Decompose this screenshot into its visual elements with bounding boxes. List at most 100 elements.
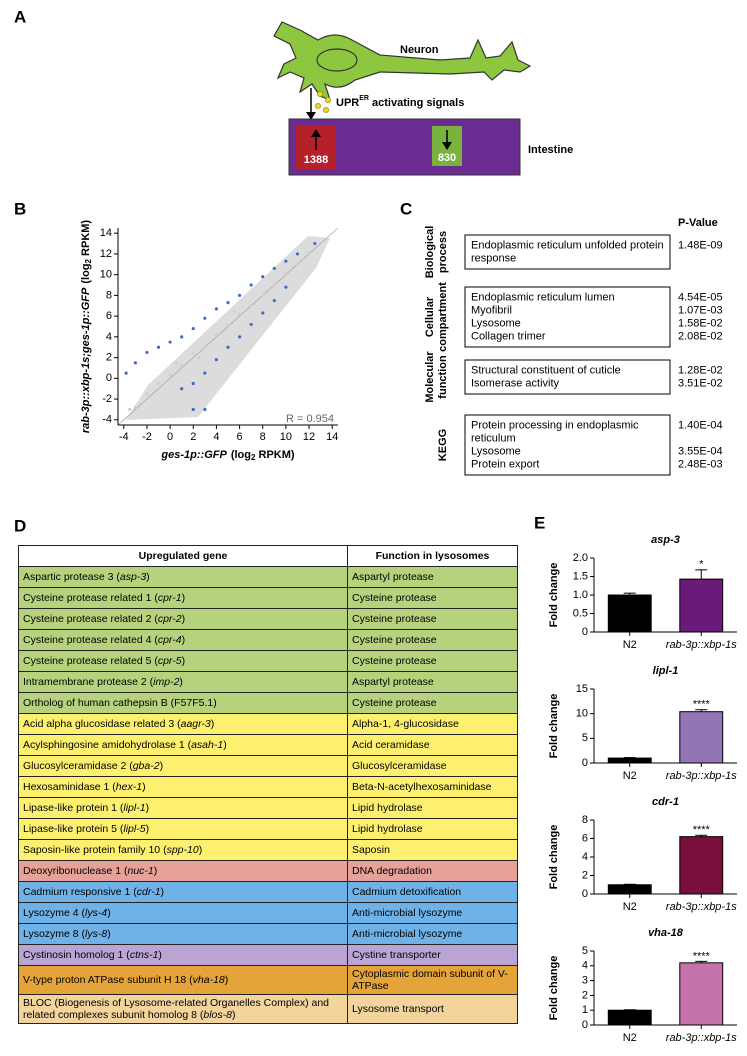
scatter-point: [214, 307, 219, 311]
y-tick-label: 0: [106, 372, 112, 384]
gene-cell: Lysozyme 4 (lys-4): [18, 902, 348, 924]
y-tick-label: 0.5: [573, 607, 588, 619]
scatter-point: [145, 392, 149, 396]
y-tick-label: 8: [582, 814, 588, 826]
scatter-point: [237, 312, 242, 316]
gene-cell: Aspartic protease 3 (asp-3): [18, 566, 348, 588]
x-tick-label: 10: [280, 431, 292, 443]
function-cell: Alpha-1, 4-glucosidase: [347, 713, 518, 735]
function-cell: Cystine transporter: [347, 944, 518, 966]
scatter-point: [145, 350, 149, 355]
gene-name: ): [179, 676, 183, 688]
x-tick-label: N2: [623, 901, 637, 913]
gene-symbol: hex-1: [115, 781, 143, 793]
bar: [679, 711, 724, 764]
gene-row: Acylsphingosine amidohydrolase 1 (asah-1…: [18, 734, 518, 756]
panel-b: B -4 -2 0 2 4 6 8 10 12 14 -4 -2 0 2 4 6 8 10 12 14 R = 0.95…: [14, 199, 338, 462]
signal-dot: [317, 91, 323, 97]
signal-dot: [323, 107, 329, 113]
point-cloud: [126, 236, 330, 420]
gene-cell: V-type proton ATPase subunit H 18 (vha-1…: [18, 965, 348, 995]
y-tick-label: -2: [102, 393, 112, 405]
y-tick-label: 10: [100, 269, 112, 281]
panel-a: A Neuron UPRER activating signals 1388 8…: [14, 7, 573, 176]
gene-name: Saposin-like protein family 10 (: [23, 844, 167, 856]
y-tick-label: 14: [100, 227, 112, 239]
scatter-point: [226, 323, 230, 328]
function-cell: Cysteine protease: [347, 608, 518, 630]
p-value: 4.54E-05: [678, 291, 723, 303]
scatter-point: [180, 364, 184, 368]
gene-row: Cystinosin homolog 1 (ctns-1) Cystine tra…: [18, 944, 518, 966]
gene-cell: Cystinosin homolog 1 (ctns-1): [18, 944, 348, 966]
x-tick-label: rab-3p::xbp-1s: [666, 1032, 737, 1044]
scatter-point: [284, 259, 288, 263]
gene-row: Cysteine protease related 2 (cpr-2) Cyste…: [18, 608, 518, 630]
gene-row: Lipase-like protein 1 (lipl-1) Lipid hydr…: [18, 797, 518, 819]
gene-row: Aspartic protease 3 (asp-3) Aspartyl prot…: [18, 566, 518, 588]
scatter-point: [156, 345, 161, 349]
panel-label: D: [14, 516, 26, 535]
scatter-point: [203, 371, 207, 375]
y-tick-label: 5: [582, 945, 588, 957]
gene-symbol: cpr-5: [157, 655, 182, 667]
scatter-point: [249, 283, 253, 287]
x-tick-label: 14: [326, 431, 338, 443]
panel-label: A: [14, 7, 26, 26]
gene-cell: Lipase-like protein 1 (lipl-1): [18, 797, 348, 819]
gene-cell: Cysteine protease related 1 (cpr-1): [18, 587, 348, 609]
scatter-point: [261, 311, 265, 315]
chart-title: lipl-1: [653, 665, 679, 677]
scatter-point: [237, 293, 242, 297]
scatter-point: [214, 333, 219, 337]
gene-name: Cadmium responsive 1 (: [23, 886, 137, 898]
scatter-point: [180, 335, 184, 339]
pvalue-header: P-Value: [678, 217, 718, 229]
signal-dot: [315, 103, 321, 109]
gene-name: Acylsphingosine amidohydrolase 1 (: [23, 739, 192, 751]
p-value: 3.55E-04: [678, 445, 723, 457]
axis-label-gene: ges-1p::GFP: [160, 449, 227, 461]
function-cell: Cadmium detoxification: [347, 881, 518, 903]
term-box: [464, 414, 671, 476]
x-tick-label: rab-3p::xbp-1s: [666, 901, 737, 913]
significance: ****: [693, 950, 711, 962]
gene-cell: Lysozyme 8 (lys-8): [18, 923, 348, 945]
y-tick-label: 2: [582, 869, 588, 881]
scatter-point: [272, 283, 276, 287]
down-arrow-head: [442, 142, 452, 150]
x-tick-label: N2: [623, 770, 637, 782]
function-cell: Cysteine protease: [347, 692, 518, 714]
bar: [607, 757, 652, 764]
scatter-point: [261, 275, 265, 279]
go-term: Isomerase activity: [471, 377, 560, 389]
gene-name: ): [231, 1009, 236, 1021]
group-label: Cellular: [424, 296, 436, 337]
gene-name: ): [223, 739, 227, 751]
gene-cell: Lipase-like protein 5 (lipl-5): [18, 818, 348, 840]
gene-cell: Cysteine protease related 5 (cpr-5): [18, 650, 348, 672]
gene-name: Lipase-like protein 1 (: [23, 802, 124, 814]
gene-row: Acid alpha glucosidase related 3 (aagr-3…: [18, 713, 518, 735]
header-cell: Function in lysosomes: [347, 545, 518, 567]
gene-name: Hexosaminidase 1 (: [23, 781, 116, 793]
y-axis-label: Fold change: [548, 825, 560, 890]
signal-label: UPRER activating signals: [336, 95, 464, 109]
p-value: 2.08E-02: [678, 330, 723, 342]
y-tick-label: 4: [106, 331, 112, 343]
y-tick-label: 0: [582, 1019, 588, 1031]
gene-name: Deoxyribonuclease 1 (: [23, 865, 128, 877]
signal-dot: [325, 97, 331, 103]
axis-label-unit: (log: [231, 449, 251, 461]
scatter-point: [197, 356, 201, 360]
p-value: 1.07E-03: [678, 304, 723, 316]
panel-e-label: E: [534, 513, 545, 532]
gene-cell: Hexosaminidase 1 (hex-1): [18, 776, 348, 798]
scatter-point: [191, 326, 195, 331]
scatter-point: [226, 301, 230, 305]
scatter-point: [168, 373, 172, 377]
y-tick-label: 1.5: [573, 570, 588, 582]
